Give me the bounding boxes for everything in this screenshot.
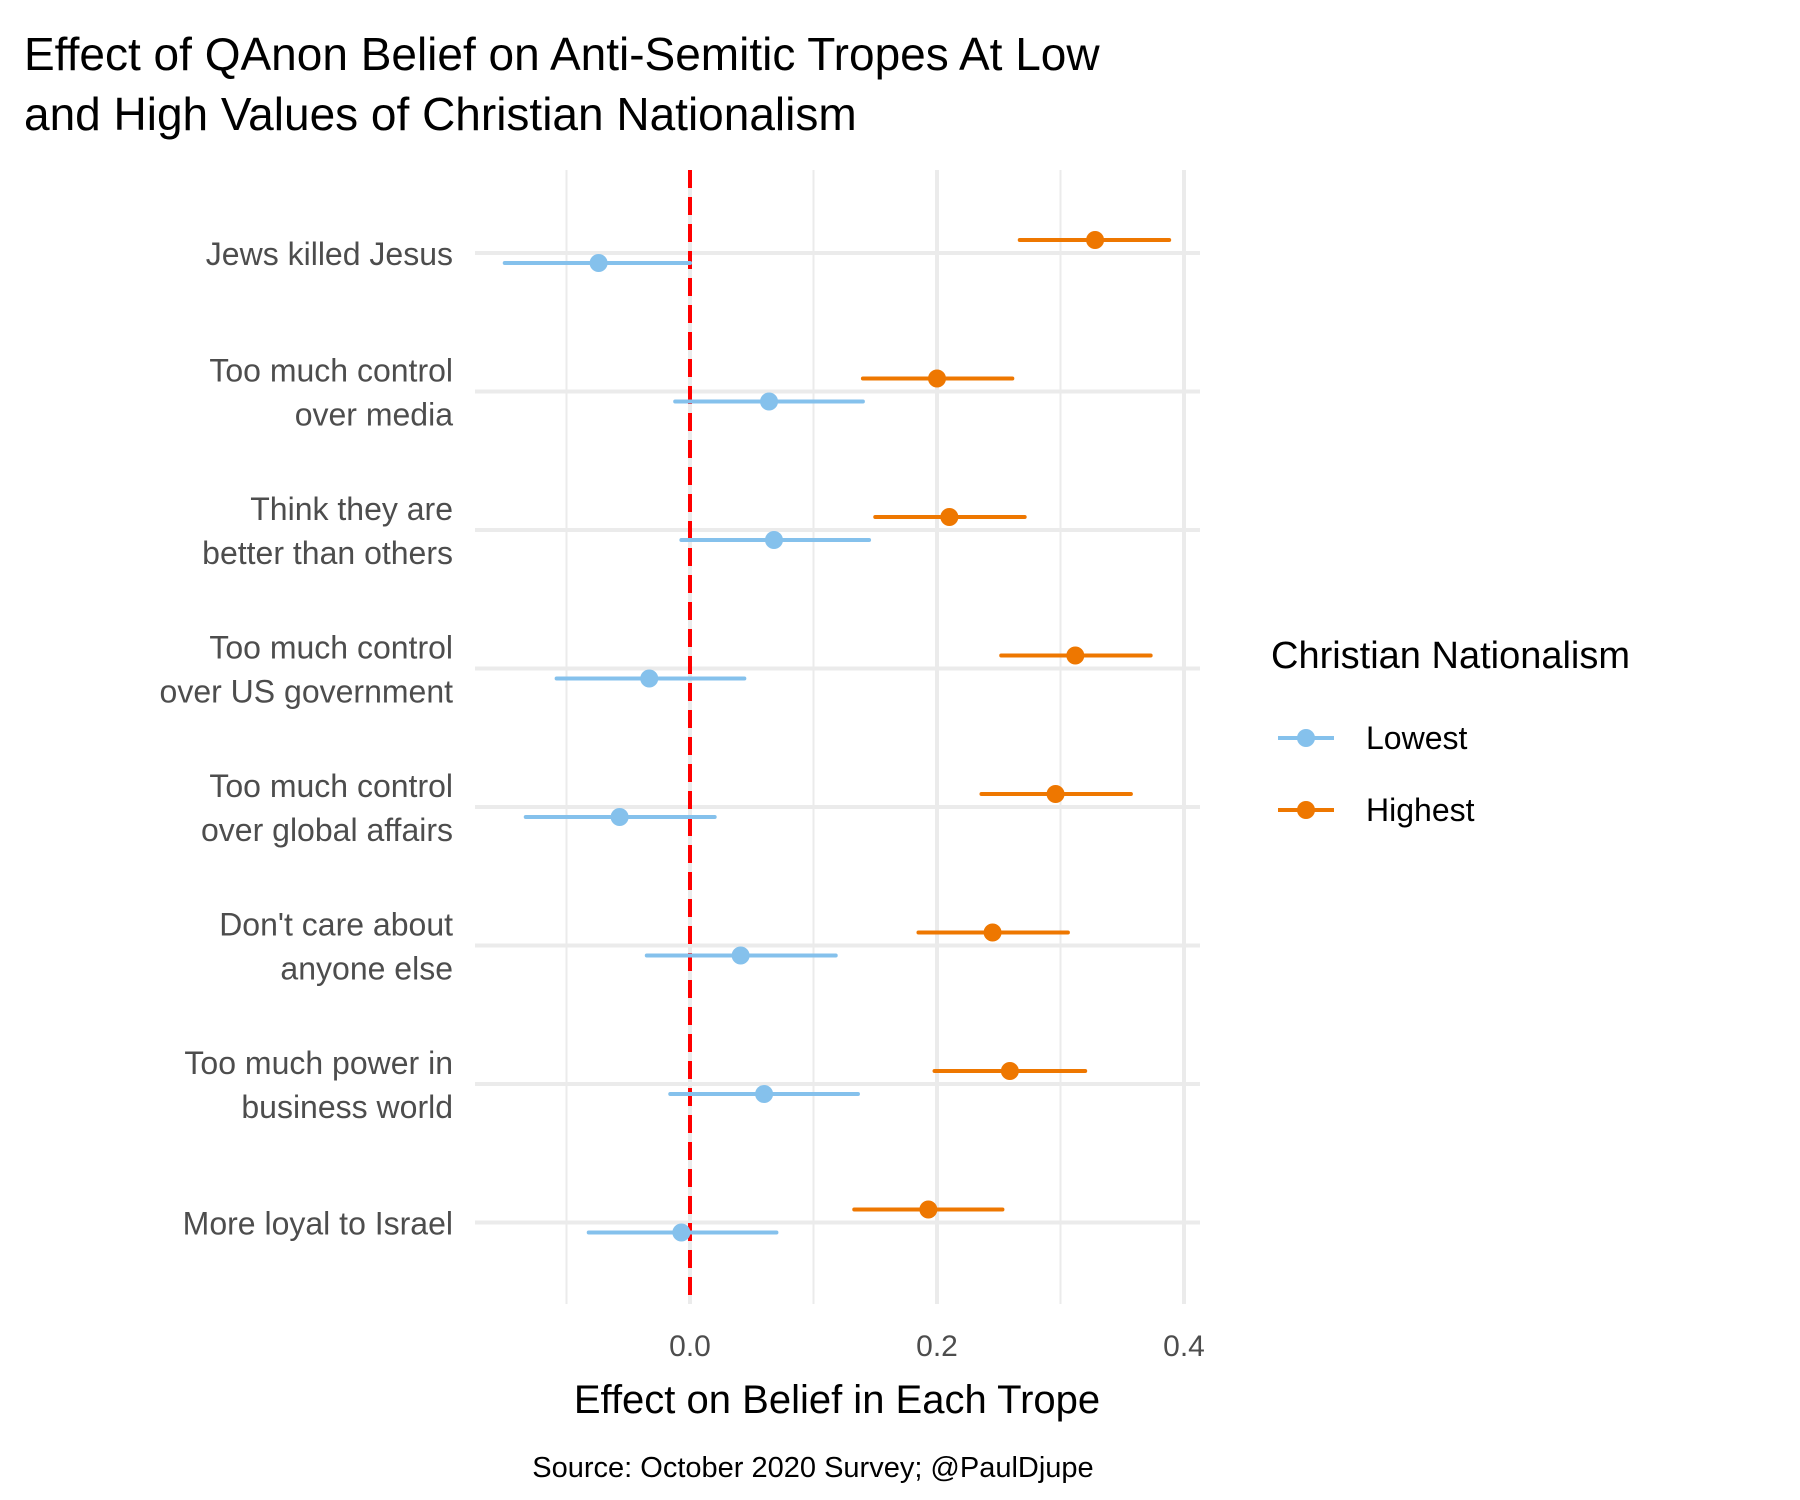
- y-axis-label-line: Think they are: [250, 491, 453, 527]
- point-ranges: [502, 231, 1172, 1242]
- legend-label-lowest: Lowest: [1366, 720, 1468, 756]
- y-axis-label: Too much control over global affairs: [201, 768, 453, 848]
- y-axis-label: Don't care about anyone else: [219, 907, 453, 987]
- y-axis-label: Too much control over media: [209, 353, 453, 433]
- point-highest: [1086, 231, 1105, 249]
- point-highest: [983, 923, 1002, 942]
- legend-title: Christian Nationalism: [1271, 635, 1630, 677]
- y-axis-label-line: More loyal to Israel: [183, 1206, 453, 1242]
- y-axis-label-line: over global affairs: [201, 812, 453, 848]
- legend-key-point: [1297, 729, 1315, 747]
- y-axis-labels: Jews killed Jesus Too much control over me…: [160, 236, 454, 1242]
- point-lowest: [672, 1223, 691, 1242]
- point-lowest: [640, 669, 659, 688]
- point-lowest: [610, 808, 629, 826]
- point-highest: [928, 369, 946, 388]
- gridlines: [475, 170, 1200, 1304]
- point-highest: [1066, 646, 1085, 665]
- legend-label-highest: Highest: [1366, 792, 1475, 828]
- point-lowest: [731, 946, 750, 965]
- y-axis-label-line: over media: [295, 397, 454, 433]
- y-axis-label-line: Too much control: [209, 630, 453, 666]
- caption: Source: October 2020 Survey; @PaulDjupe: [532, 1452, 1093, 1484]
- y-axis-label: Think they are better than others: [202, 491, 453, 571]
- point-highest: [919, 1200, 938, 1219]
- legend-key-point: [1297, 801, 1315, 819]
- y-axis-label-line: Jews killed Jesus: [206, 236, 453, 272]
- chart-title-line-1: Effect of QAnon Belief on Anti-Semitic T…: [24, 28, 1100, 80]
- y-axis-label-line: anyone else: [280, 951, 453, 987]
- y-axis-label: Too much control over US government: [160, 630, 454, 710]
- y-axis-label: Too much power in business world: [184, 1045, 453, 1125]
- point-highest: [1046, 785, 1065, 803]
- x-axis-label: Effect on Belief in Each Trope: [574, 1378, 1100, 1422]
- y-axis-label-line: over US government: [160, 674, 454, 710]
- chart-title-line-2: and High Values of Christian Nationalism: [24, 88, 857, 140]
- point-lowest: [755, 1085, 774, 1103]
- x-tick-label: 0.2: [916, 1330, 958, 1363]
- y-axis-label-line: better than others: [202, 535, 453, 571]
- y-axis-label-line: Too much control: [209, 353, 453, 389]
- point-highest: [940, 508, 959, 526]
- x-tick-label: 0.4: [1163, 1330, 1205, 1363]
- y-axis-label: More loyal to Israel: [183, 1206, 453, 1242]
- point-lowest: [764, 531, 783, 549]
- point-lowest: [760, 392, 779, 411]
- y-axis-label-line: Too much control: [209, 768, 453, 804]
- y-axis-label-line: business world: [241, 1089, 453, 1125]
- y-axis-label: Jews killed Jesus: [206, 236, 453, 272]
- y-axis-label-line: Too much power in: [184, 1045, 453, 1081]
- point-highest: [1000, 1062, 1019, 1080]
- legend: Christian Nationalism Lowest Highest: [1271, 635, 1630, 828]
- x-axis-ticks: 0.0 0.2 0.4: [669, 1330, 1205, 1363]
- x-tick-label: 0.0: [669, 1330, 711, 1363]
- point-lowest: [589, 254, 608, 272]
- y-axis-label-line: Don't care about: [219, 907, 453, 943]
